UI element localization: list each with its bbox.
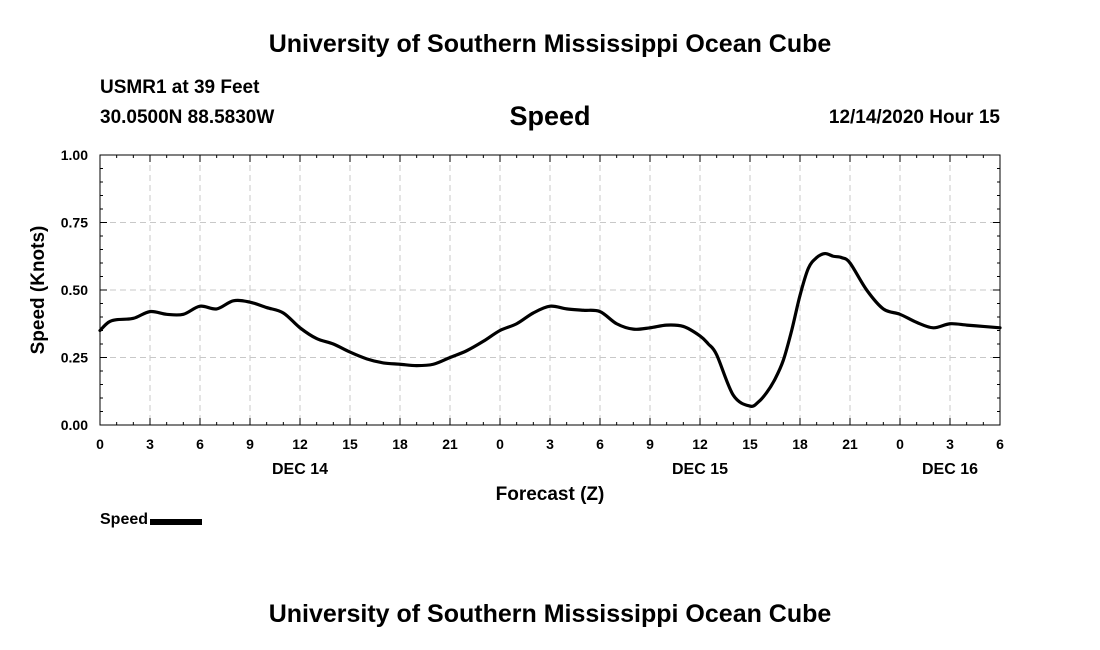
x-tick-label: 3 xyxy=(146,436,154,452)
x-tick-label: 18 xyxy=(392,436,408,452)
series-line-speed xyxy=(98,251,1002,408)
x-tick-label: 21 xyxy=(842,436,858,452)
y-tick-label: 1.00 xyxy=(61,147,88,163)
chart-title: Speed xyxy=(509,101,591,131)
x-tick-label: 3 xyxy=(546,436,554,452)
x-tick-label: 0 xyxy=(96,436,104,452)
x-tick-label: 21 xyxy=(442,436,458,452)
legend-line-swatch xyxy=(150,518,203,525)
y-axis-label: Speed (Knots) xyxy=(28,226,49,355)
y-tick-label: 0.00 xyxy=(61,417,88,433)
x-tick-label: 9 xyxy=(646,436,654,452)
x-tick-label: 15 xyxy=(742,436,758,452)
page-title: University of Southern Mississippi Ocean… xyxy=(268,30,832,58)
x-tick-label: 0 xyxy=(896,436,904,452)
date-label: DEC 15 xyxy=(672,461,728,478)
x-tick-label: 15 xyxy=(342,436,358,452)
x-axis-label: Forecast (Z) xyxy=(496,484,605,505)
y-tick-label: 0.75 xyxy=(61,215,88,231)
y-tick-label: 0.50 xyxy=(61,282,88,298)
forecast-datetime: 12/14/2020 Hour 15 xyxy=(828,107,1000,128)
station-label: USMR1 at 39 Feet xyxy=(100,77,260,98)
legend-label: Speed xyxy=(100,511,149,528)
x-tick-label: 6 xyxy=(196,436,204,452)
x-tick-label: 12 xyxy=(692,436,708,452)
x-tick-label: 6 xyxy=(996,436,1004,452)
coordinates-label: 30.0500N 88.5830W xyxy=(100,107,275,128)
x-tick-label: 18 xyxy=(792,436,808,452)
x-tick-label: 3 xyxy=(946,436,954,452)
x-tick-label: 6 xyxy=(596,436,604,452)
legend: Speed xyxy=(100,511,203,529)
date-label: DEC 16 xyxy=(922,461,978,478)
chart-series xyxy=(98,251,1002,408)
chart-labels: 0 3 6 9 12 15 18 21 0 3 6 9 12 15 18 21 0 3 6 0.00 0.25 0.50 0… xyxy=(61,147,1004,478)
x-tick-label: 0 xyxy=(496,436,504,452)
y-tick-label: 0.25 xyxy=(61,350,88,366)
x-tick-label: 9 xyxy=(246,436,254,452)
date-label: DEC 14 xyxy=(272,461,328,478)
x-tick-label: 12 xyxy=(292,436,308,452)
footer-title: University of Southern Mississippi Ocean… xyxy=(268,600,832,628)
plot-frame xyxy=(99,154,1001,426)
